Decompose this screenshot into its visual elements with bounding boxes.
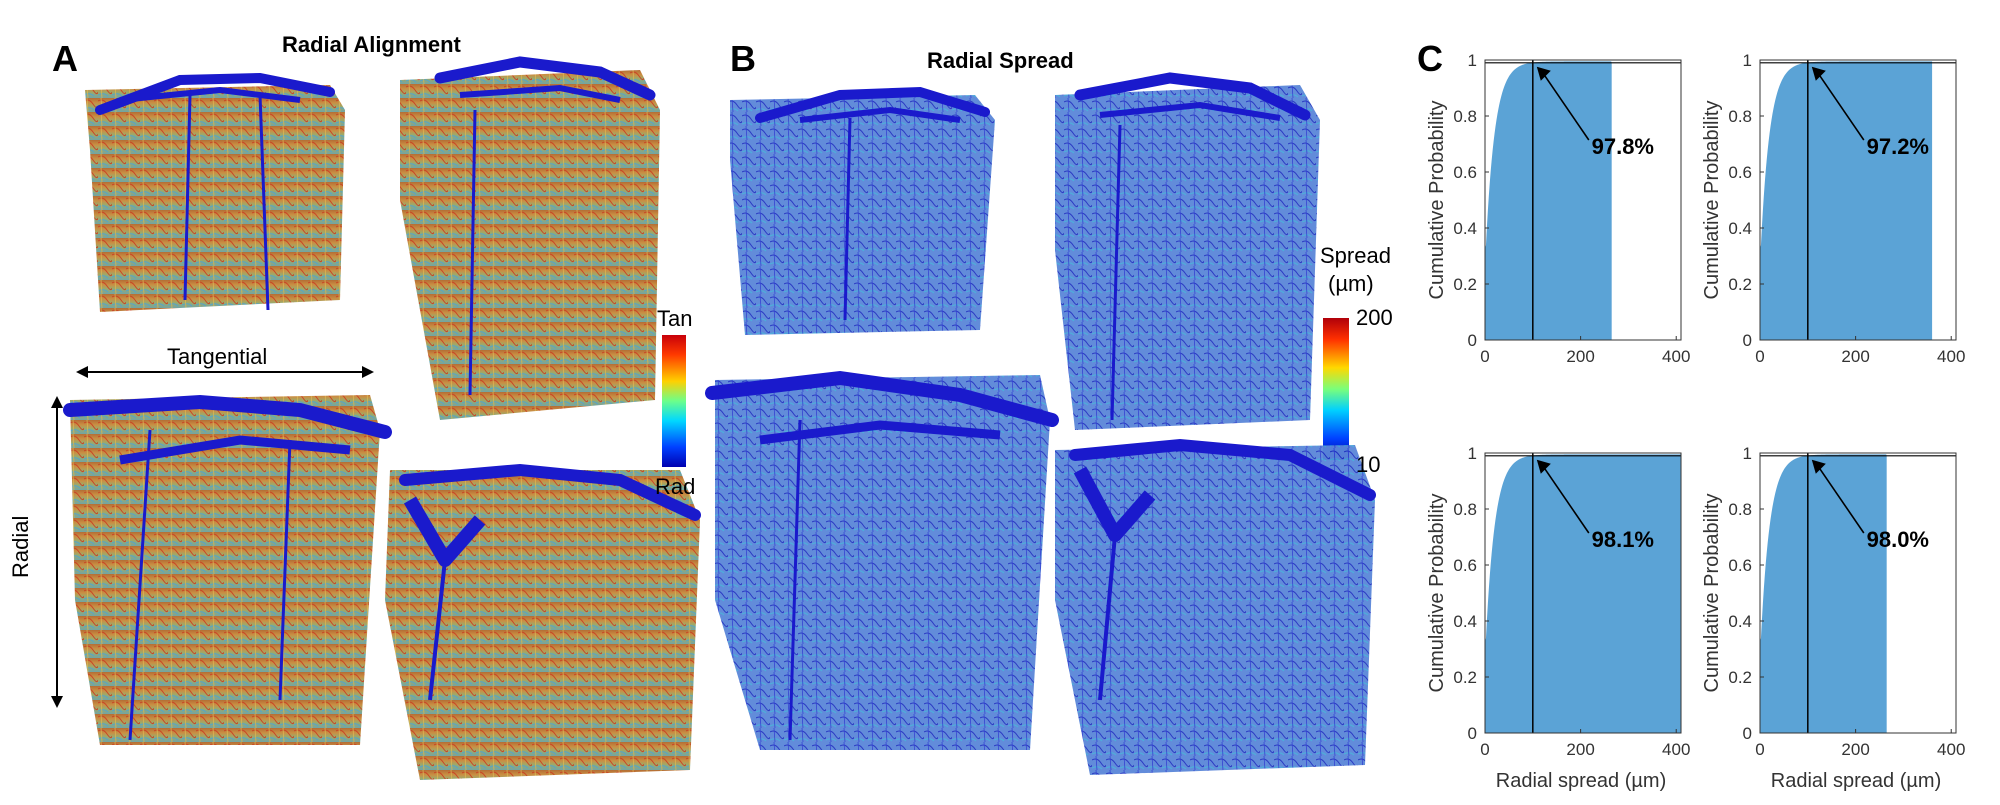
annotation-arrow [1817,465,1865,534]
y-tick-label: 0 [1743,331,1752,350]
cdf-chart-4: 0 0.2 0.4 0.6 0.8 1 0 200 400 Cumulative Probabil… [1701,444,1965,792]
y-tick-label: 0.2 [1728,668,1752,687]
x-tick-label: 0 [1755,347,1764,366]
annotation-arrowhead [1811,66,1826,81]
spread-colorbar-title-line1: Spread [1320,243,1391,268]
annotation-label: 98.0% [1867,527,1929,552]
cdf-area [1485,454,1681,733]
tangential-arrow [76,366,374,378]
y-tick-label: 1 [1468,51,1477,70]
panel-b-letter: B [730,38,756,79]
y-tick-label: 0 [1468,331,1477,350]
annotation-label: 98.1% [1592,527,1654,552]
panel-a-block-top-left [85,72,345,312]
annotation-arrowhead [1536,459,1551,474]
cdf-area [1760,454,1887,733]
cdf-chart-2: 0 0.2 0.4 0.6 0.8 1 0 200 400 Cumulative Probabil… [1701,51,1965,366]
annotation-arrowhead [1536,66,1551,81]
spread-colorbar-min-label: 10 [1356,452,1381,477]
x-tick-label: 200 [1841,347,1869,366]
panel-a-block-top-right [400,56,660,420]
y-tick-label: 0.6 [1453,556,1477,575]
panel-b-title: Radial Spread [927,48,1074,73]
radial-arrow [51,396,63,708]
annotation-arrow [1542,72,1590,141]
cdf-chart-3: 0 0.2 0.4 0.6 0.8 1 0 200 400 Cumulative Probabil… [1426,444,1690,792]
y-tick-label: 0.8 [1453,107,1477,126]
cdf-chart-1: 0 0.2 0.4 0.6 0.8 1 0 200 400 Cumulative Probabil… [1426,51,1690,366]
x-tick-label: 200 [1841,740,1869,759]
spread-colorbar-max-label: 200 [1356,305,1393,330]
x-tick-label: 400 [1937,740,1965,759]
x-tick-label: 0 [1480,740,1489,759]
x-tick-label: 400 [1662,740,1690,759]
panel-b-block-top-left [730,86,995,335]
annotation-arrow [1542,465,1590,534]
y-axis-label: Cumulative Probability [1426,494,1448,693]
y-tick-label: 0 [1743,724,1752,743]
y-tick-label: 1 [1468,444,1477,463]
panel-b-block-bottom-left [705,370,1059,750]
cdf-area [1485,61,1612,341]
y-tick-label: 1 [1743,51,1752,70]
panel-a-block-bottom-right [385,463,701,780]
y-tick-label: 0.2 [1453,668,1477,687]
y-tick-label: 0.4 [1453,219,1477,238]
panel-c-letter: C [1417,38,1443,79]
x-tick-label: 400 [1662,347,1690,366]
alignment-colorbar-bottom-label: Rad [655,474,696,499]
x-tick-label: 400 [1937,347,1965,366]
x-axis-label: Radial spread (µm) [1496,770,1666,792]
panel-b-block-top-right [1055,72,1320,430]
axes-box [1759,452,1957,734]
y-tick-label: 0.4 [1453,612,1477,631]
y-tick-label: 0.4 [1728,219,1752,238]
y-tick-label: 0.6 [1453,163,1477,182]
y-axis-label: Cumulative Probability [1701,101,1723,300]
axes-box [1484,59,1682,341]
y-tick-label: 0.8 [1728,500,1752,519]
tangential-label: Tangential [167,344,268,369]
alignment-colorbar [662,335,686,467]
y-tick-label: 0.6 [1728,556,1752,575]
x-tick-label: 200 [1566,347,1594,366]
y-tick-label: 0.8 [1728,107,1752,126]
y-axis-label: Cumulative Probability [1426,101,1448,300]
y-tick-label: 0.2 [1453,275,1477,294]
y-tick-label: 0.8 [1453,500,1477,519]
x-tick-label: 0 [1480,347,1489,366]
alignment-colorbar-top-label: Tan [657,306,693,331]
spread-colorbar-title-line2: (µm) [1328,271,1374,296]
y-tick-label: 0.4 [1728,612,1752,631]
spread-colorbar [1323,318,1349,460]
y-tick-label: 0 [1468,724,1477,743]
y-tick-label: 0.6 [1728,163,1752,182]
axes-box [1759,59,1957,341]
y-tick-label: 0.2 [1728,275,1752,294]
annotation-arrowhead [1811,459,1826,474]
x-tick-label: 200 [1566,740,1594,759]
y-axis-label: Cumulative Probability [1701,494,1723,693]
x-tick-label: 0 [1755,740,1764,759]
annotation-label: 97.2% [1867,134,1929,159]
panel-a-title: Radial Alignment [282,32,461,57]
panel-b-block-bottom-right [1055,438,1376,775]
axes-box [1484,452,1682,734]
annotation-arrow [1817,72,1865,141]
y-tick-label: 1 [1743,444,1752,463]
x-axis-label: Radial spread (µm) [1771,770,1941,792]
panel-a-block-bottom-left [63,394,392,745]
panel-a-letter: A [52,38,78,79]
annotation-label: 97.8% [1592,134,1654,159]
cdf-area [1760,61,1933,341]
